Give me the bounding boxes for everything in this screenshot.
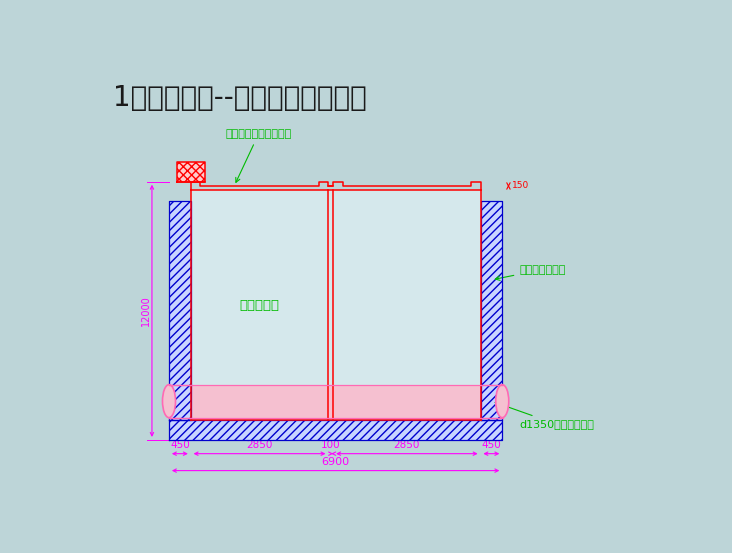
Ellipse shape — [163, 384, 176, 418]
Text: 2850: 2850 — [247, 440, 273, 450]
Text: 6900: 6900 — [321, 457, 350, 467]
Bar — [176, 162, 205, 182]
Bar — [169, 420, 502, 440]
Bar — [176, 162, 205, 182]
Bar — [169, 201, 191, 420]
Text: 450: 450 — [482, 440, 501, 450]
Bar — [480, 201, 502, 420]
Text: 先施工的工作井: 先施工的工作井 — [496, 264, 566, 280]
Bar — [191, 384, 480, 418]
Text: 12000: 12000 — [141, 295, 151, 326]
Ellipse shape — [496, 384, 509, 418]
Bar — [169, 201, 191, 420]
Text: 150: 150 — [512, 181, 529, 190]
Text: 450: 450 — [170, 440, 190, 450]
Text: d1350钉筋混凝土管: d1350钉筋混凝土管 — [495, 402, 594, 429]
Text: 检查井井室: 检查井井室 — [239, 299, 280, 312]
Text: 100: 100 — [321, 440, 340, 450]
Bar — [480, 201, 502, 420]
Text: 后施工的顶板及中隔墙: 后施工的顶板及中隔墙 — [225, 129, 291, 182]
Text: 2850: 2850 — [394, 440, 420, 450]
Bar — [191, 190, 480, 420]
Text: 1、工程概况--高支模子单位工程: 1、工程概况--高支模子单位工程 — [113, 84, 367, 112]
Bar — [169, 420, 502, 440]
